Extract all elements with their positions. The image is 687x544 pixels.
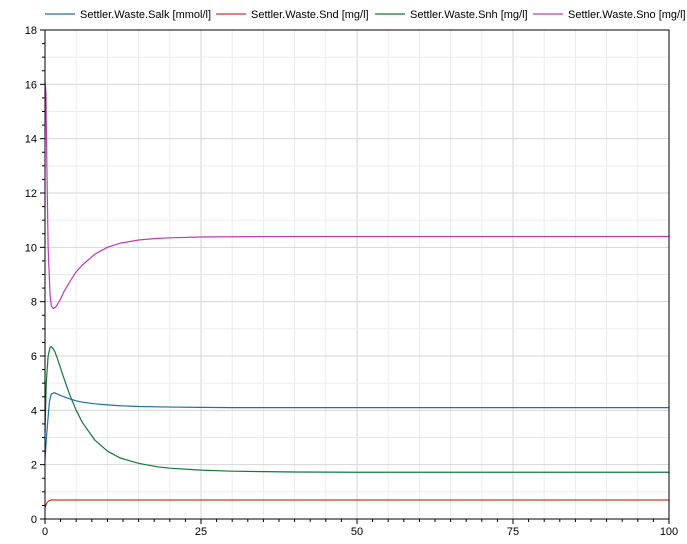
- x-tick-label: 25: [195, 526, 207, 538]
- grid: [44, 29, 670, 520]
- series-layer: [44, 81, 669, 509]
- x-tick-label: 100: [660, 526, 678, 538]
- y-tick-label: 0: [31, 514, 37, 526]
- legend-label-2: Settler.Waste.Snd [mg/l]: [251, 9, 369, 21]
- legend-label-4: Settler.Waste.Sno [mg/l]: [568, 9, 686, 21]
- y-tick-label: 16: [25, 79, 37, 91]
- legend-label-3: Settler.Waste.Snh [mg/l]: [410, 9, 528, 21]
- axis-ticks: 0 25 50 75 100 0 2 4 6 8 10 12 14 16 18: [25, 25, 678, 538]
- x-tick-label: 0: [42, 526, 48, 538]
- series-line-2: [44, 499, 669, 509]
- y-tick-label: 4: [31, 405, 37, 417]
- y-tick-label: 2: [31, 460, 37, 472]
- y-tick-label: 18: [25, 25, 37, 37]
- legend: Settler.Waste.Salk [mmol/l] Settler.Waste…: [45, 9, 686, 21]
- y-tick-label: 12: [25, 188, 37, 200]
- legend-label-1: Settler.Waste.Salk [mmol/l]: [80, 9, 211, 21]
- y-tick-label: 14: [25, 134, 37, 146]
- series-line-1: [44, 392, 669, 460]
- series-line-4: [44, 81, 669, 310]
- y-tick-label: 6: [31, 351, 37, 363]
- x-tick-label: 50: [351, 526, 363, 538]
- y-tick-label: 10: [25, 242, 37, 254]
- x-tick-label: 75: [507, 526, 519, 538]
- y-tick-label: 8: [31, 297, 37, 309]
- series-line-3: [44, 345, 669, 473]
